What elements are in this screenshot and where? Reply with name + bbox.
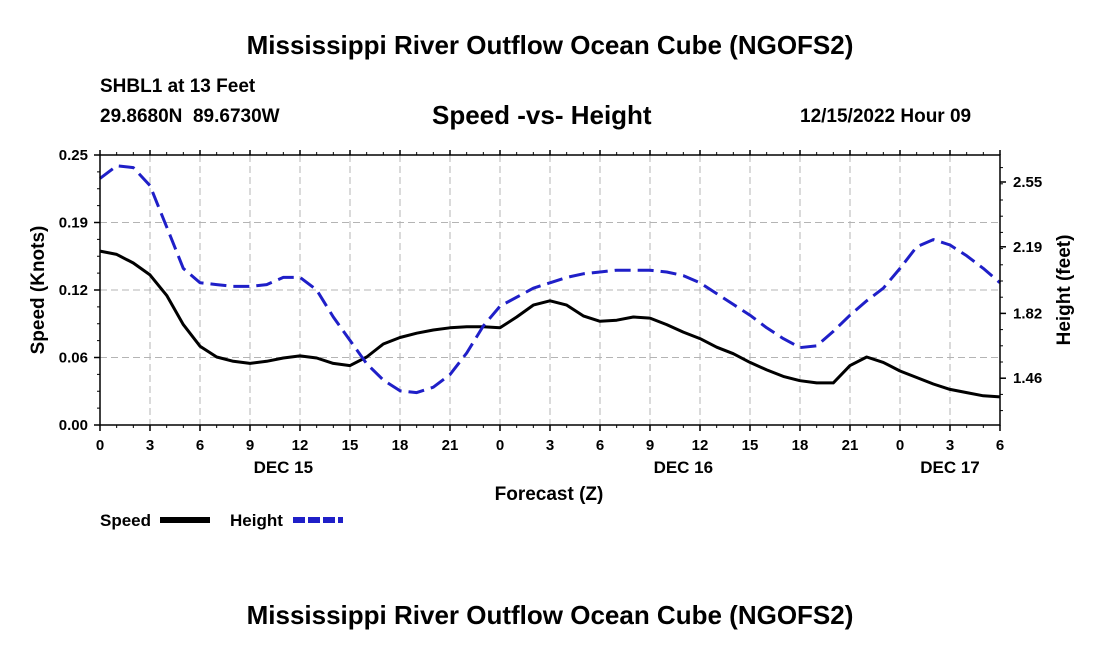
coordinates-label: 29.8680N 89.6730W (100, 106, 280, 127)
x-tick-label: 9 (246, 437, 254, 454)
legend-label-height: Height (230, 511, 283, 530)
y-axis-title-speed: Speed (Knots) (28, 226, 49, 355)
page-title-bottom: Mississippi River Outflow Ocean Cube (NG… (246, 600, 854, 630)
x-tick-label: 6 (596, 437, 604, 454)
station-label: SHBL1 at 13 Feet (100, 76, 256, 97)
day-label: DEC 17 (920, 458, 980, 477)
y2-tick-label: 1.46 (1013, 370, 1042, 387)
x-tick-label: 6 (196, 437, 204, 454)
series-line-speed (99, 249, 1001, 399)
x-tick-label: 21 (842, 437, 859, 454)
x-tick-label: 12 (292, 437, 309, 454)
y2-tick-label: 2.19 (1013, 239, 1042, 256)
y2-tick-label: 2.55 (1013, 174, 1042, 191)
x-tick-label: 3 (946, 437, 954, 454)
y2-axis-title-height: Height (feet) (1054, 235, 1075, 346)
x-tick-label: 12 (692, 437, 709, 454)
day-label: DEC 15 (254, 458, 314, 477)
x-tick-label: 15 (742, 437, 759, 454)
plot-frame (99, 154, 1001, 426)
y-tick-label: 0.06 (59, 350, 88, 367)
y2-tick-label: 1.82 (1013, 305, 1042, 322)
y-tick-label: 0.12 (59, 282, 88, 299)
x-tick-label: 9 (646, 437, 654, 454)
x-axis-title: Forecast (Z) (495, 484, 604, 505)
x-tick-label: 3 (146, 437, 154, 454)
chart-subtitle: Speed -vs- Height (432, 100, 652, 130)
legend-label-speed: Speed (100, 511, 151, 530)
x-tick-label: 0 (496, 437, 504, 454)
y-tick-label: 0.25 (59, 147, 88, 164)
x-tick-label: 0 (96, 437, 104, 454)
speed-height-chart: 0 3 6 9 12 15 18 21 0 3 6 9 12 15 18 21 0 3 6 0.00 0.06 0.12 0… (28, 147, 1075, 530)
x-tick-label: 21 (442, 437, 459, 454)
day-label: DEC 16 (654, 458, 714, 477)
x-tick-label: 15 (342, 437, 359, 454)
y-tick-label: 0.00 (59, 417, 88, 434)
x-tick-label: 6 (996, 437, 1004, 454)
series-line-height (99, 164, 1001, 395)
x-tick-label: 3 (546, 437, 554, 454)
page-title-top: Mississippi River Outflow Ocean Cube (NG… (246, 30, 854, 60)
forecast-datetime: 12/15/2022 Hour 09 (800, 106, 972, 127)
y-tick-label: 0.19 (59, 215, 88, 232)
x-tick-label: 0 (896, 437, 904, 454)
legend: Speed Height (100, 511, 343, 530)
x-tick-label: 18 (792, 437, 809, 454)
x-tick-label: 18 (392, 437, 409, 454)
